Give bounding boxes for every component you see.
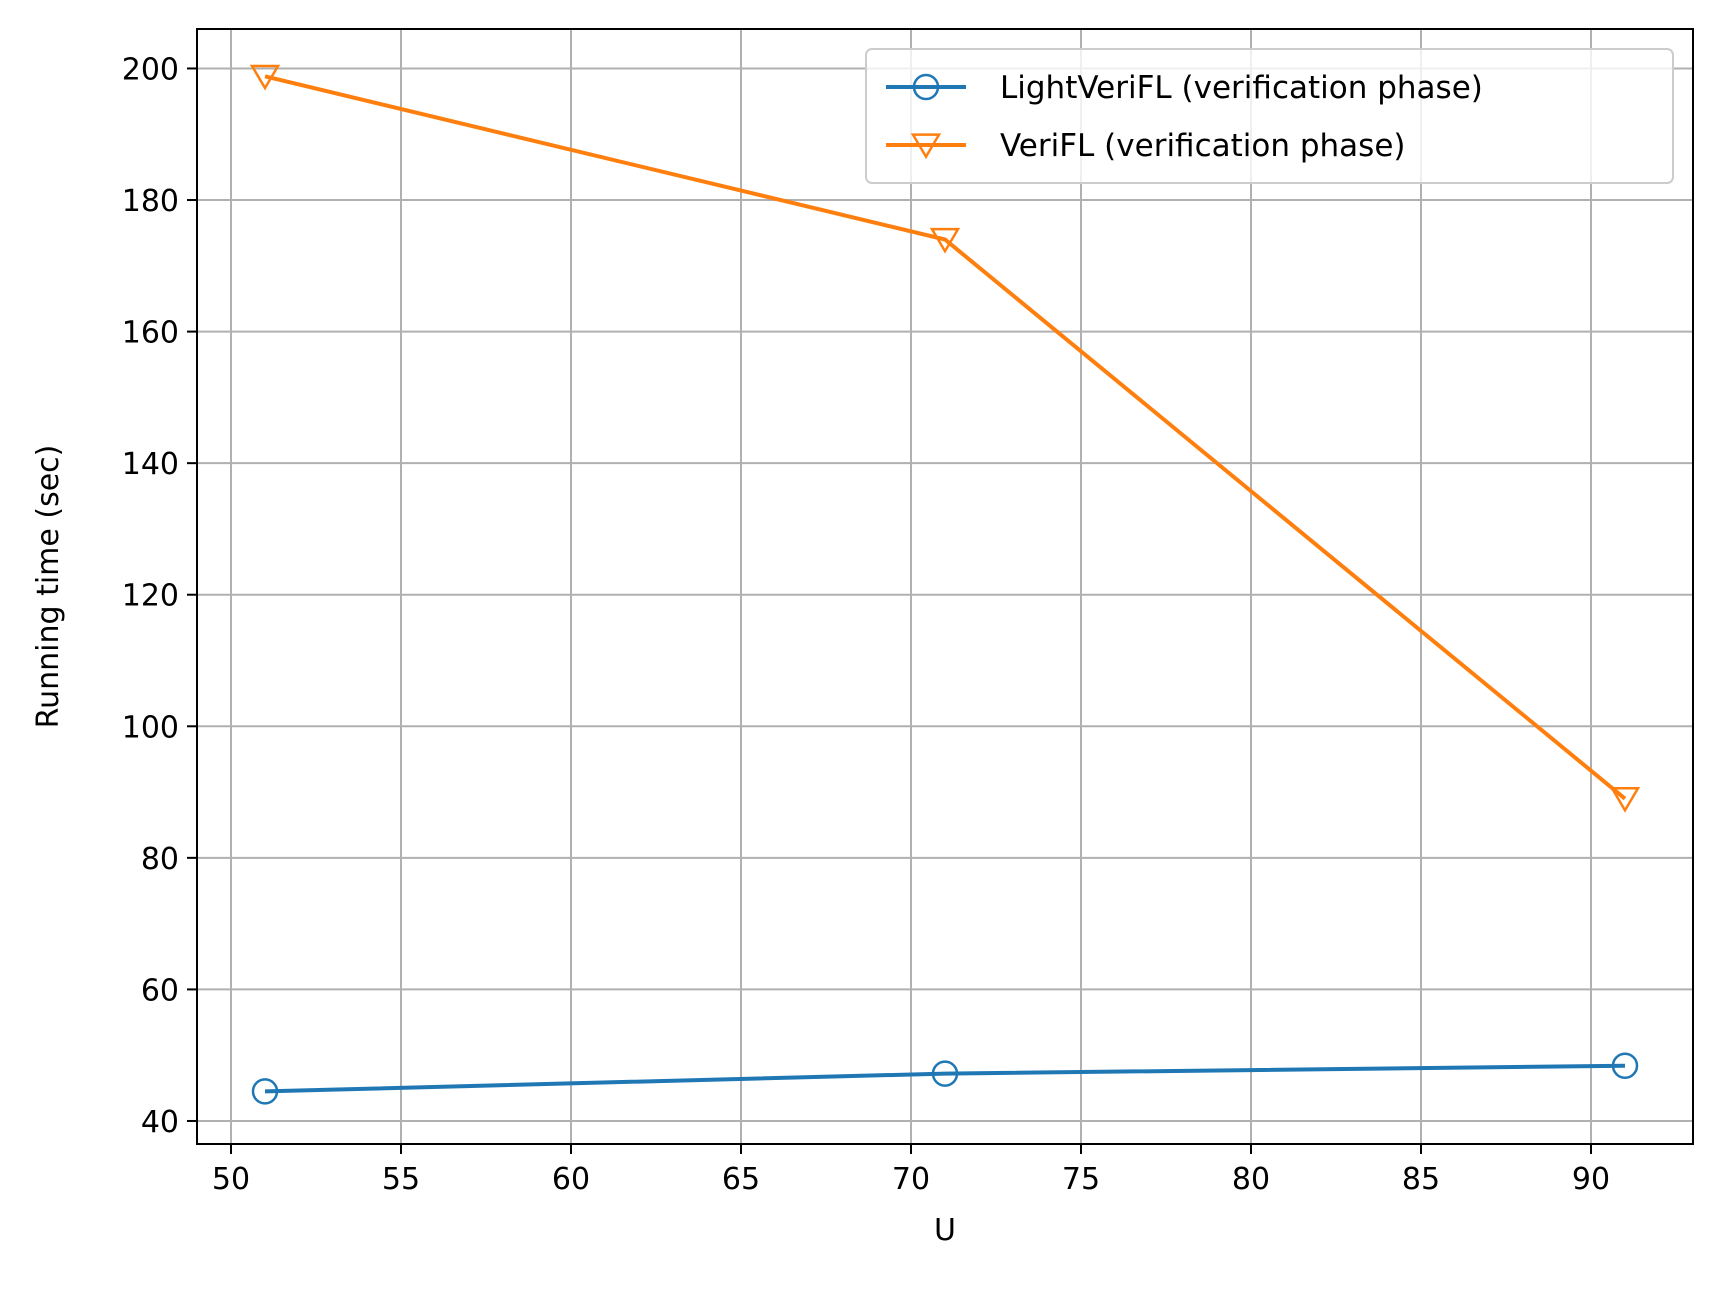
x-tick-label: 55 bbox=[382, 1162, 420, 1197]
y-tick-label: 60 bbox=[141, 973, 179, 1008]
grid-lines bbox=[197, 29, 1693, 1144]
legend: LightVeriFL (verification phase) VeriFL (… bbox=[865, 48, 1674, 184]
series-line bbox=[264, 1063, 1626, 1094]
y-tick-label: 180 bbox=[122, 184, 179, 219]
y-tick-label: 100 bbox=[122, 710, 179, 745]
data-point bbox=[249, 64, 281, 91]
legend-entry: LightVeriFL (verification phase) bbox=[886, 70, 1483, 106]
series-layer bbox=[249, 64, 1641, 1105]
data-point bbox=[1609, 786, 1641, 813]
y-tick-label: 160 bbox=[122, 316, 179, 351]
data-point bbox=[251, 1078, 279, 1105]
x-tick-label: 65 bbox=[722, 1162, 760, 1197]
legend-box bbox=[865, 48, 1674, 184]
y-axis-label: Running time (sec) bbox=[31, 445, 66, 729]
y-tick-label: 120 bbox=[122, 579, 179, 614]
legend-swatch-marker bbox=[912, 73, 940, 101]
x-tick-label: 80 bbox=[1232, 1162, 1270, 1197]
series-line bbox=[264, 74, 1627, 801]
x-tick-label: 70 bbox=[892, 1162, 930, 1197]
data-point bbox=[929, 227, 961, 254]
data-point bbox=[931, 1060, 959, 1087]
x-tick-label: 85 bbox=[1402, 1162, 1440, 1197]
series-1 bbox=[251, 1052, 1639, 1105]
x-axis-label: U bbox=[934, 1213, 956, 1248]
x-tick-label: 50 bbox=[212, 1162, 250, 1197]
y-tick-label: 80 bbox=[141, 842, 179, 877]
y-tick-label: 200 bbox=[122, 52, 179, 87]
plot-frame bbox=[196, 28, 1694, 1145]
axis-ticks: 50 55 60 65 70 75 80 85 90 40 60 80 100 120 140 160 180 2… bbox=[122, 52, 1610, 1197]
legend-swatch-marker bbox=[910, 133, 942, 160]
x-tick-label: 60 bbox=[552, 1162, 590, 1197]
data-point bbox=[1611, 1052, 1639, 1079]
legend-label: LightVeriFL (verification phase) bbox=[1000, 70, 1483, 106]
legend-label: VeriFL (verification phase) bbox=[1000, 128, 1406, 164]
y-tick-label: 40 bbox=[141, 1105, 179, 1140]
series-2 bbox=[249, 64, 1641, 813]
legend-entry: VeriFL (verification phase) bbox=[886, 128, 1406, 164]
y-tick-label: 140 bbox=[122, 447, 179, 482]
x-tick-label: 75 bbox=[1062, 1162, 1100, 1197]
x-tick-label: 90 bbox=[1572, 1162, 1610, 1197]
